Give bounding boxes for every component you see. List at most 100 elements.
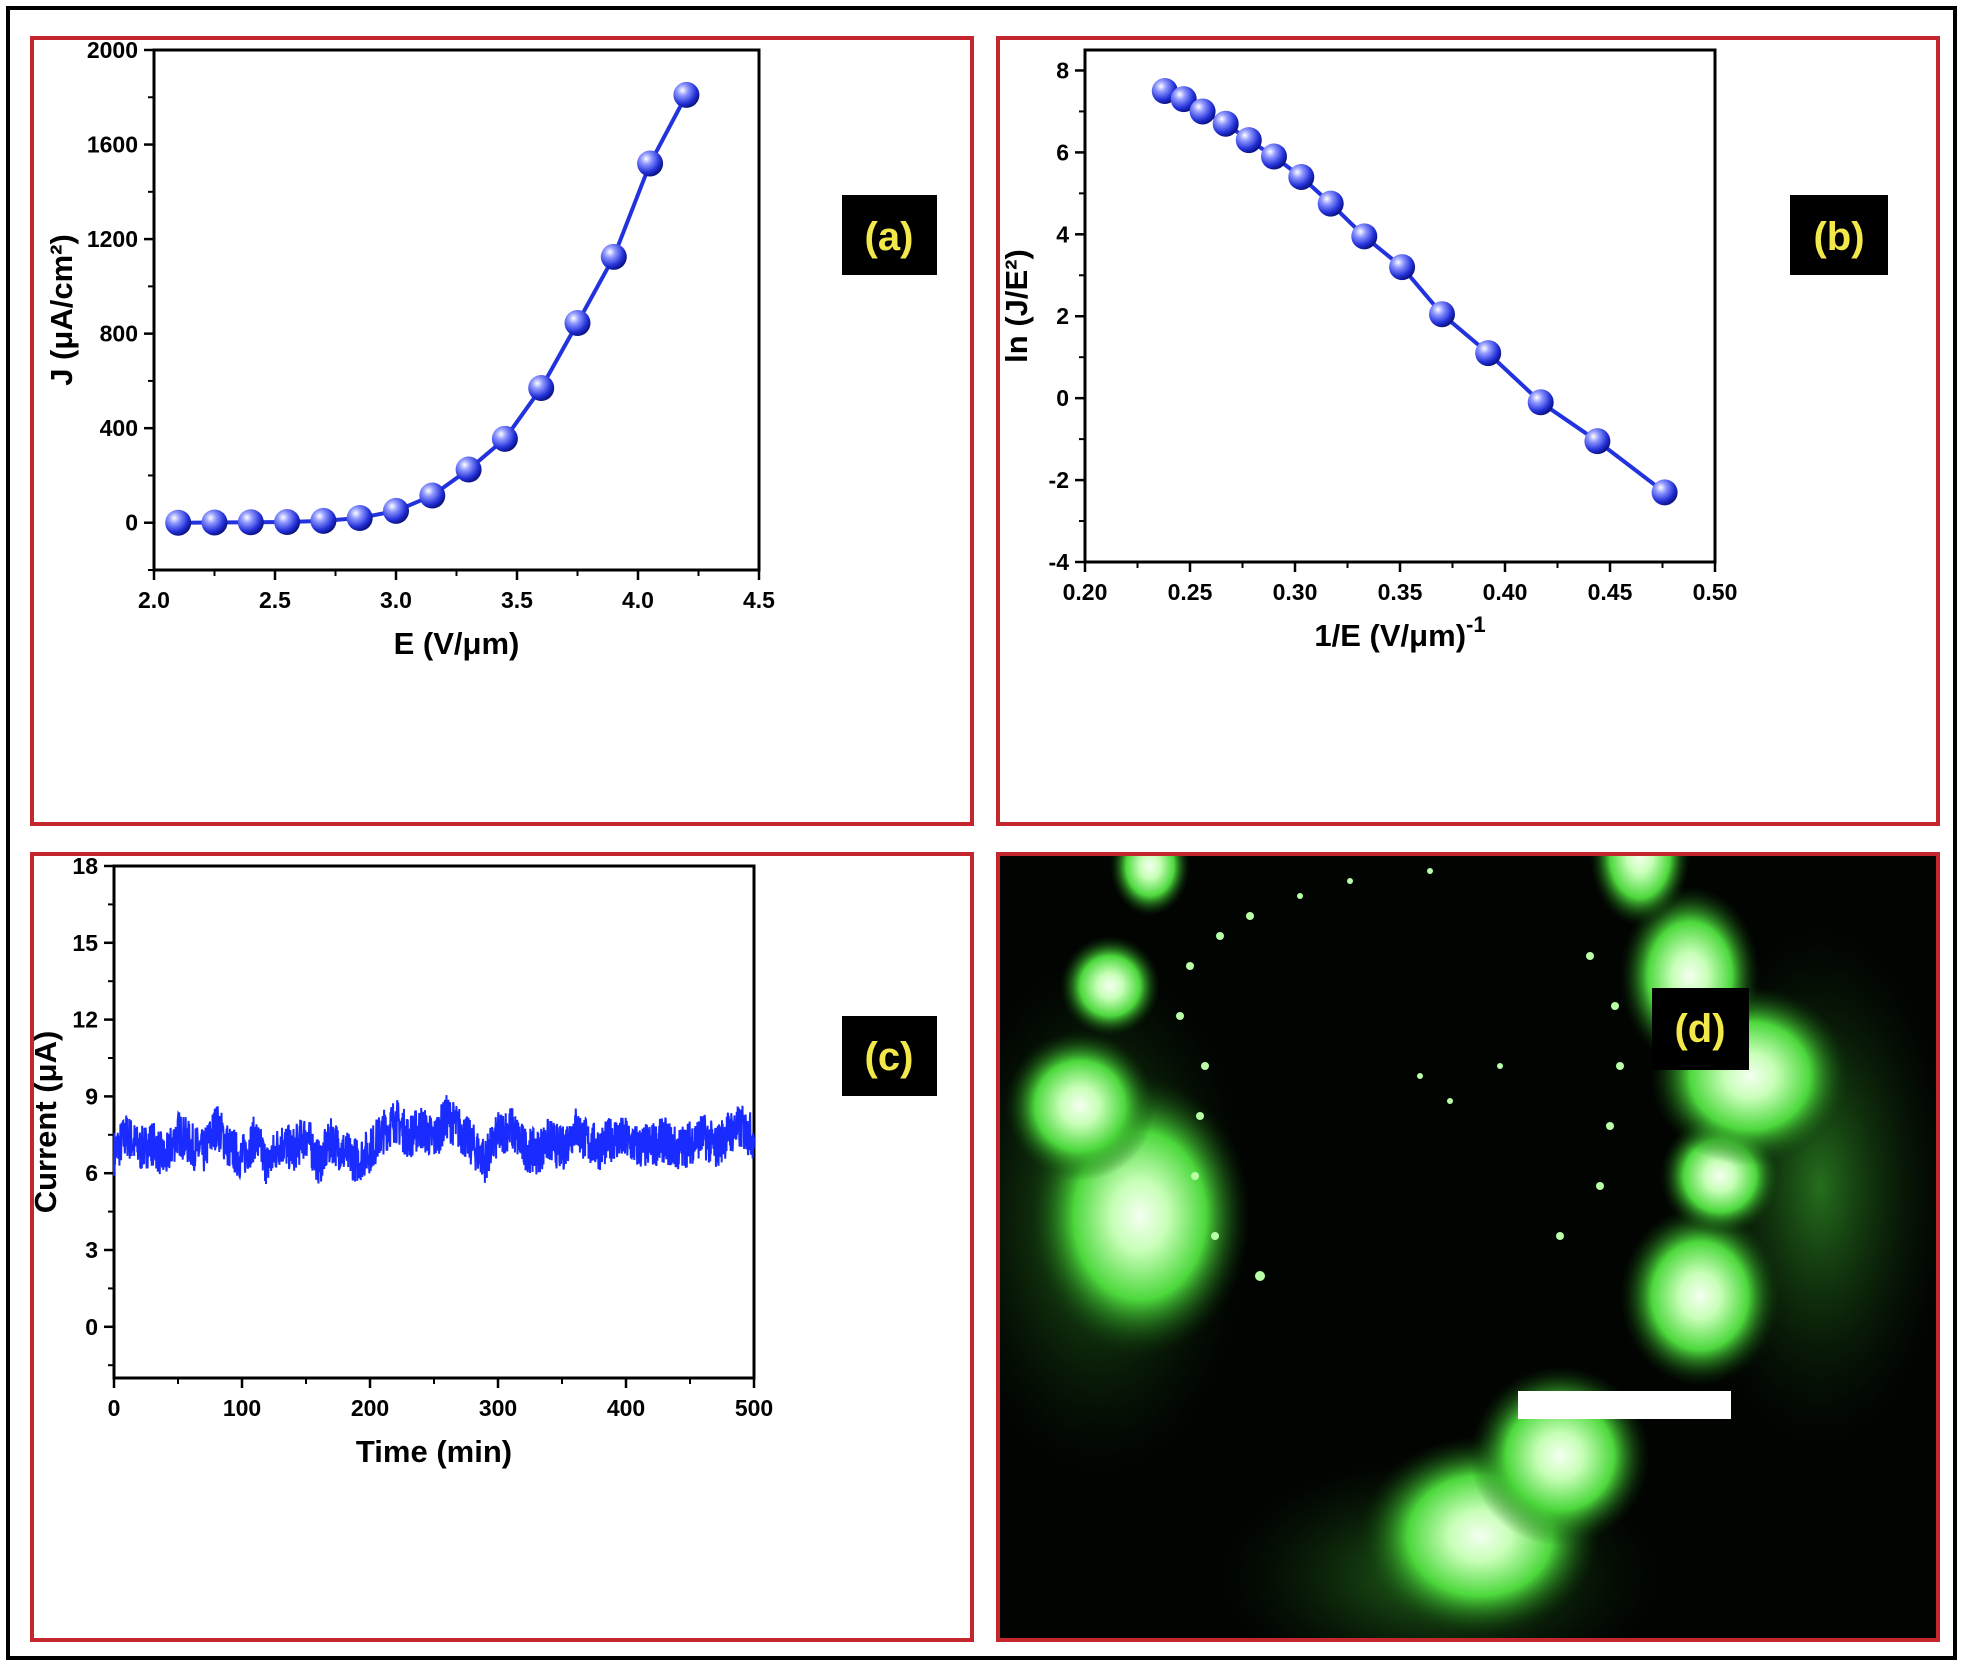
x-tick-label: 3.0 <box>380 587 412 613</box>
glow-spot <box>1060 936 1160 1036</box>
data-point <box>165 509 192 536</box>
glow-spot <box>1620 1206 1780 1386</box>
y-tick-label: -2 <box>1049 467 1069 493</box>
panel-a: 2.0 2.5 3.0 3.5 4.0 4.5 0 400 800 1200 1600 2000 E (… <box>30 36 974 826</box>
x-tick-label: 2.5 <box>259 587 291 613</box>
chart-c: 0 100 200 300 400 500 0 3 6 9 12 15 18 Time (min) Curr… <box>34 856 937 1469</box>
y-tick-label: -4 <box>1049 549 1070 575</box>
data-point <box>1212 110 1239 137</box>
y-tick-label: 8 <box>1056 57 1069 83</box>
series-line <box>113 1095 755 1185</box>
glow-spot <box>1590 856 1690 926</box>
panel-label: (a) <box>865 215 914 259</box>
y-axis-title: ln (J/E²) <box>1000 249 1034 363</box>
y-tick-label: 6 <box>1056 139 1069 165</box>
data-point <box>600 243 627 270</box>
x-tick-label: 4.5 <box>743 587 775 613</box>
x-axis-title: 1/E (V/μm)-1 <box>1314 612 1485 653</box>
data-point <box>1527 389 1554 416</box>
data-point <box>1651 479 1678 506</box>
glow-spot <box>1110 856 1190 916</box>
glow-spot <box>1005 1031 1155 1181</box>
x-tick-label: 0.50 <box>1693 579 1738 605</box>
data-point <box>455 456 482 483</box>
x-tick-label: 200 <box>351 1395 389 1421</box>
panel-label: (c) <box>865 1035 914 1079</box>
data-point <box>237 509 264 536</box>
scale-bar <box>1518 1391 1731 1419</box>
data-point <box>1475 340 1502 367</box>
y-tick-label: 1600 <box>87 132 138 158</box>
data-point <box>201 509 228 536</box>
data-point <box>673 81 700 108</box>
data-point <box>1429 301 1455 328</box>
chart-a: 2.0 2.5 3.0 3.5 4.0 4.5 0 400 800 1200 1600 2000 E (… <box>44 40 937 661</box>
data-point <box>383 497 409 524</box>
data-point <box>528 375 555 401</box>
y-tick-label: 15 <box>72 930 98 956</box>
y-axis-title: Current (μA) <box>34 1031 63 1214</box>
y-axis-title: J (μA/cm²) <box>44 234 79 386</box>
x-tick-label: 4.0 <box>622 587 654 613</box>
panel-label: (b) <box>1813 215 1864 259</box>
data-point <box>1261 143 1287 170</box>
data-point <box>1288 163 1315 190</box>
x-tick-label: 300 <box>479 1395 517 1421</box>
plot-frame <box>1083 48 1717 564</box>
data-point <box>274 509 301 536</box>
x-tick-label: 2.0 <box>138 587 170 613</box>
data-point <box>1584 428 1611 455</box>
y-tick-label: 2 <box>1056 303 1069 329</box>
series-line <box>178 93 689 525</box>
y-tick-label: 4 <box>1056 221 1069 247</box>
data-point <box>1189 98 1216 125</box>
y-tick-label: 9 <box>85 1083 98 1109</box>
y-tick-label: 400 <box>100 415 138 441</box>
y-tick-label: 800 <box>100 321 138 347</box>
x-axis-title: E (V/μm) <box>394 626 520 661</box>
x-tick-label: 0.45 <box>1588 579 1633 605</box>
y-tick-label: 2000 <box>87 40 138 63</box>
y-tick-label: 0 <box>85 1314 98 1340</box>
data-point <box>1351 223 1378 250</box>
x-tick-label: 400 <box>607 1395 645 1421</box>
data-point <box>564 310 591 336</box>
data-point <box>637 150 664 177</box>
y-tick-label: 6 <box>85 1160 98 1186</box>
y-tick-label: 0 <box>125 510 138 536</box>
panel-label-box <box>842 195 937 275</box>
y-tick-label: 1200 <box>87 226 138 252</box>
panel-d-emission-image: (d) <box>996 852 1940 1642</box>
x-tick-label: 0 <box>108 1395 121 1421</box>
data-point <box>1317 190 1344 217</box>
emission-image: (d) <box>1000 856 1936 1638</box>
panel-c: 0 100 200 300 400 500 0 3 6 9 12 15 18 Time (min) Curr… <box>30 852 974 1642</box>
y-tick-label: 0 <box>1056 385 1069 411</box>
panel-label-box <box>1790 195 1888 275</box>
panel-label: (d) <box>1674 1007 1725 1051</box>
data-point <box>1389 254 1416 281</box>
emission-dots <box>1176 868 1624 1281</box>
x-tick-label: 0.25 <box>1168 579 1213 605</box>
x-axis-title: Time (min) <box>356 1434 512 1469</box>
y-tick-label: 12 <box>72 1007 98 1033</box>
figure-frame <box>6 6 1957 1660</box>
panel-label-box <box>1652 988 1749 1070</box>
data-point <box>491 425 518 452</box>
data-point <box>1170 86 1197 113</box>
x-tick-label: 500 <box>735 1395 773 1421</box>
data-point <box>310 507 337 534</box>
x-axis-title-sup: -1 <box>1466 612 1486 637</box>
panel-label-box <box>842 1016 937 1096</box>
x-tick-label: 0.20 <box>1063 579 1108 605</box>
data-point <box>346 505 373 531</box>
y-tick-label: 18 <box>72 856 98 879</box>
chart-b: 0.20 0.25 0.30 0.35 0.40 0.45 0.50 -4 -2 0 2 4 6 8 1/E… <box>1000 48 1888 653</box>
y-tick-label: 3 <box>85 1237 98 1263</box>
panel-b: 0.20 0.25 0.30 0.35 0.40 0.45 0.50 -4 -2 0 2 4 6 8 1/E… <box>996 36 1940 826</box>
x-tick-label: 0.35 <box>1378 579 1423 605</box>
x-tick-label: 3.5 <box>501 587 533 613</box>
data-point <box>1235 127 1262 154</box>
data-point <box>419 482 446 509</box>
x-tick-label: 0.30 <box>1273 579 1318 605</box>
